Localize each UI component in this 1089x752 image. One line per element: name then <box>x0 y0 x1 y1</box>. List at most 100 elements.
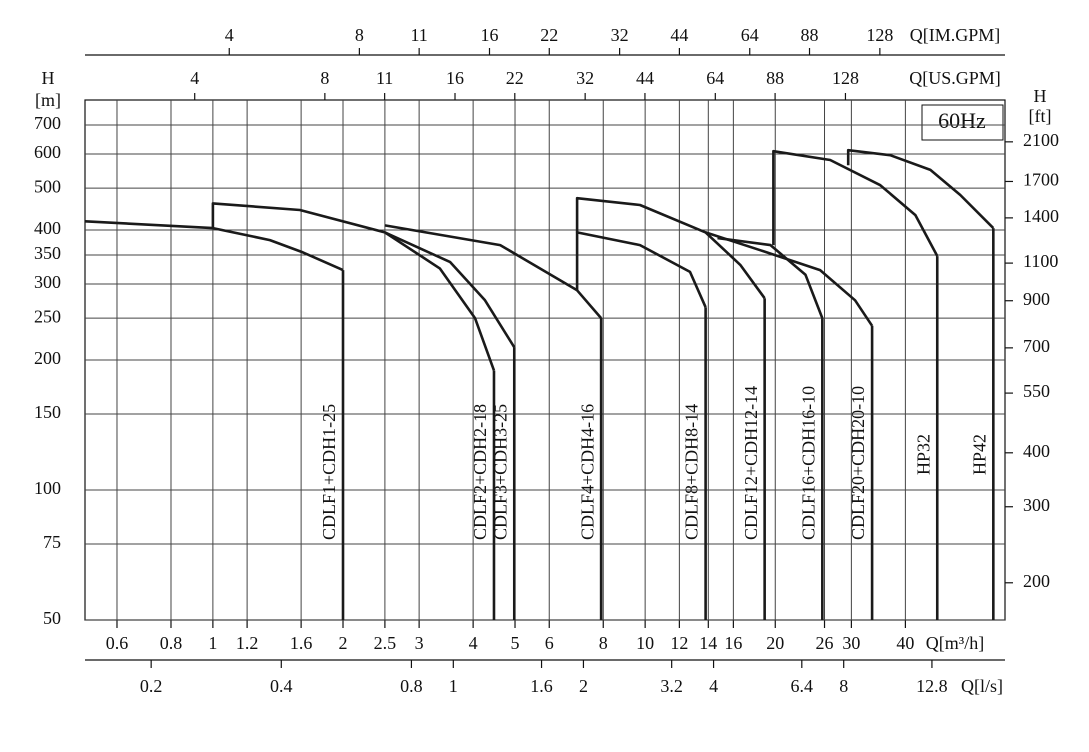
top-axis-label: Q[US.GPM] <box>909 68 1001 88</box>
x-tick-label: 30 <box>842 633 860 653</box>
series-label: CDLF3+CDH3-25 <box>490 404 510 540</box>
top-tick-label: 8 <box>320 68 329 88</box>
pump-curve <box>384 231 516 348</box>
y2-tick-label: 700 <box>1023 336 1050 356</box>
series-label: CDLF4+CDH4-16 <box>577 404 597 540</box>
top-tick-label: 22 <box>506 68 524 88</box>
x-tick-label: 10 <box>636 633 654 653</box>
y-tick-label: 250 <box>34 306 61 326</box>
series-label: CDLF16+CDH16-10 <box>798 386 818 540</box>
top-tick-label: 16 <box>480 25 498 45</box>
series-label: CDLF1+CDH1-25 <box>319 404 339 540</box>
y2-label-top: H <box>1034 86 1047 106</box>
series-label: CDLF8+CDH8-14 <box>682 404 702 540</box>
y2-tick-label: 1700 <box>1023 170 1059 190</box>
bottom-tick-label: 0.2 <box>140 676 163 696</box>
x-tick-label: 3 <box>415 633 424 653</box>
x-tick-label: 12 <box>670 633 688 653</box>
top-tick-label: 32 <box>611 25 629 45</box>
y2-tick-label: 550 <box>1023 381 1050 401</box>
y-tick-label: 300 <box>34 272 61 292</box>
y-tick-label: 600 <box>34 142 61 162</box>
bottom-tick-label: 6.4 <box>791 676 814 696</box>
top-tick-label: 44 <box>636 68 654 88</box>
y-tick-label: 200 <box>34 348 61 368</box>
pump-curve <box>705 231 874 327</box>
y-tick-label: 50 <box>43 608 61 628</box>
pump-curve <box>846 148 995 230</box>
series-label: CDLF12+CDH12-14 <box>741 386 761 540</box>
x-tick-label: 26 <box>816 633 834 653</box>
x-tick-label: 2 <box>339 633 348 653</box>
bottom-tick-label: 12.8 <box>916 676 948 696</box>
top-tick-label: 88 <box>801 25 819 45</box>
pump-curve <box>84 220 344 272</box>
top-tick-label: 4 <box>225 25 234 45</box>
top-tick-label: 32 <box>576 68 594 88</box>
series-label: HP42 <box>969 434 989 475</box>
top-tick-label: 11 <box>376 68 393 88</box>
pump-curve <box>772 149 939 257</box>
y-tick-label: 500 <box>34 176 61 196</box>
x-tick-label: 1.2 <box>236 633 259 653</box>
y-tick-label: 400 <box>34 218 61 238</box>
series-label: CDLF20+CDH20-10 <box>848 386 868 540</box>
pump-curve <box>575 231 707 308</box>
bottom-tick-label: 8 <box>839 676 848 696</box>
y-label-bottom: [m] <box>35 90 61 110</box>
y2-tick-label: 1100 <box>1023 251 1058 271</box>
annotation-box <box>921 104 1004 141</box>
bottom-axis-label: Q[l/s] <box>961 676 1003 696</box>
series-label: CDLF2+CDH2-18 <box>470 404 490 540</box>
top-tick-label: 44 <box>670 25 688 45</box>
bottom-tick-label: 1.6 <box>530 676 553 696</box>
y-tick-label: 150 <box>34 402 61 422</box>
top-tick-label: 16 <box>446 68 464 88</box>
top-tick-label: 8 <box>355 25 364 45</box>
bottom-tick-label: 0.4 <box>270 676 293 696</box>
pump-curve <box>384 224 603 319</box>
y-tick-label: 350 <box>34 243 61 263</box>
x-tick-label: 5 <box>511 633 520 653</box>
x-tick-label: 8 <box>599 633 608 653</box>
x-tick-label: 20 <box>766 633 784 653</box>
y-tick-label: 100 <box>34 478 61 498</box>
top-tick-label: 128 <box>866 25 893 45</box>
annotation: 60Hz <box>938 108 986 133</box>
bottom-tick-label: 4 <box>709 676 718 696</box>
y2-label-bottom: [ft] <box>1029 106 1052 126</box>
y2-tick-label: 200 <box>1023 571 1050 591</box>
x-tick-label: 4 <box>469 633 478 653</box>
y2-tick-label: 1400 <box>1023 206 1059 226</box>
top-tick-label: 22 <box>540 25 558 45</box>
y-label-top: H <box>42 68 55 88</box>
pump-curve <box>211 202 496 372</box>
top-tick-label: 64 <box>741 25 759 45</box>
top-tick-label: 128 <box>832 68 859 88</box>
x-tick-label: 16 <box>724 633 742 653</box>
series-label: HP32 <box>913 434 933 475</box>
x-tick-label: 14 <box>699 633 717 653</box>
top-tick-label: 88 <box>766 68 784 88</box>
y-tick-label: 700 <box>34 113 61 133</box>
x-tick-label: 2.5 <box>374 633 397 653</box>
x-tick-label: 40 <box>896 633 914 653</box>
top-axis-label: Q[IM.GPM] <box>910 25 1001 45</box>
bottom-tick-label: 2 <box>579 676 588 696</box>
top-tick-label: 11 <box>410 25 427 45</box>
top-tick-label: 64 <box>706 68 724 88</box>
x-label: Q[m³/h] <box>926 633 984 653</box>
x-tick-label: 1 <box>208 633 217 653</box>
y2-tick-label: 2100 <box>1023 130 1059 150</box>
bottom-tick-label: 3.2 <box>660 676 683 696</box>
x-tick-label: 0.6 <box>106 633 129 653</box>
top-tick-label: 4 <box>190 68 199 88</box>
pump-curve <box>575 196 766 299</box>
bottom-tick-label: 1 <box>449 676 458 696</box>
y2-tick-label: 400 <box>1023 441 1050 461</box>
x-tick-label: 1.6 <box>290 633 313 653</box>
bottom-tick-label: 0.8 <box>400 676 423 696</box>
y-tick-label: 75 <box>43 532 61 552</box>
y2-tick-label: 300 <box>1023 495 1050 515</box>
